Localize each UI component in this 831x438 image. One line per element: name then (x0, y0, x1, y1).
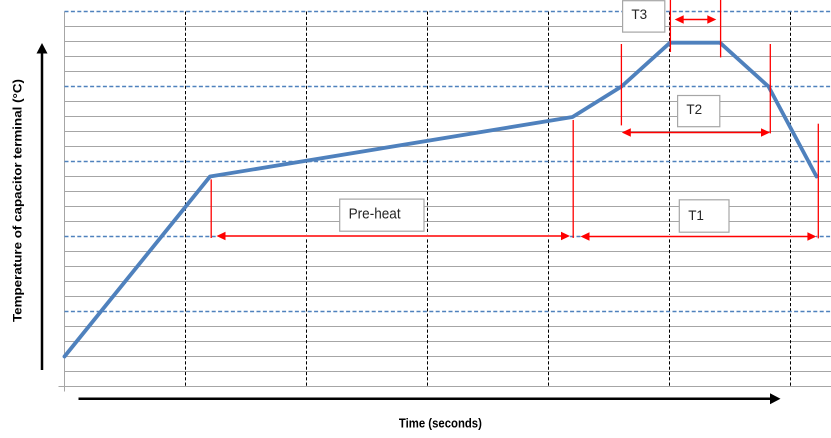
svg-text:T2: T2 (686, 102, 702, 117)
svg-text:T3: T3 (631, 7, 647, 22)
svg-text:Temperature of capacitor termi: Temperature of capacitor terminal (°C) (10, 79, 24, 322)
svg-text:Pre-heat: Pre-heat (349, 207, 401, 223)
svg-text:T1: T1 (688, 208, 704, 223)
svg-text:Time (seconds): Time (seconds) (399, 417, 482, 431)
